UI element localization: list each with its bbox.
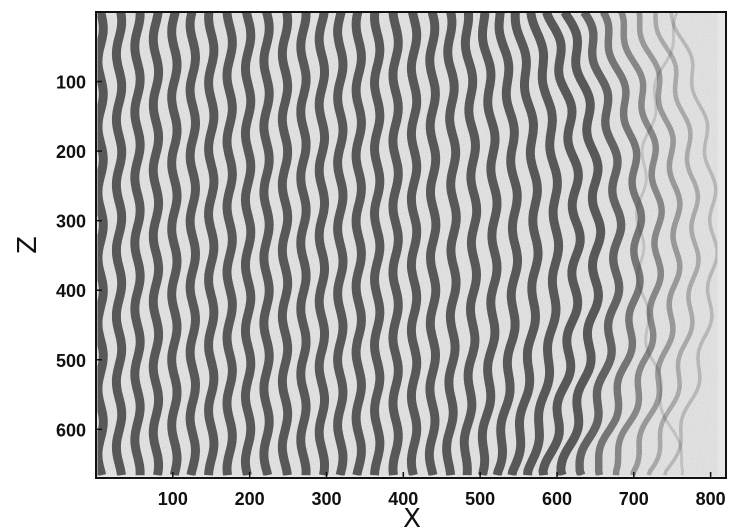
- fringe-band: [424, 12, 441, 477]
- fringe-band: [635, 12, 685, 476]
- fringe-band: [646, 12, 701, 476]
- fringe-band: [296, 12, 311, 476]
- fringe-band: [369, 12, 385, 476]
- fringe-band: [477, 12, 502, 476]
- y-tick-label: 100: [56, 73, 86, 93]
- y-tick-label: 300: [56, 212, 86, 232]
- fringe-band: [96, 12, 108, 477]
- x-tick-label: 300: [311, 489, 341, 509]
- fringe-band: [459, 12, 482, 476]
- fringe-band: [538, 12, 585, 476]
- fringe-band: [442, 12, 461, 476]
- x-tick-label: 400: [388, 489, 418, 509]
- y-tick-label: 500: [56, 351, 86, 371]
- y-tick-label: 200: [56, 142, 86, 162]
- fringe-band: [556, 12, 606, 477]
- x-tick-label: 600: [542, 489, 572, 509]
- fringe-band: [333, 12, 348, 477]
- fringe-band: [148, 12, 164, 476]
- fringe-band: [663, 12, 720, 476]
- x-axis-title: X: [403, 504, 421, 529]
- x-axis: 100 200 300 400 500 600 700 800: [158, 472, 726, 509]
- y-axis-title: Z: [13, 236, 43, 254]
- fringe-band: [351, 12, 366, 477]
- fringe-band: [406, 12, 422, 477]
- fringe-band: [185, 12, 201, 477]
- fringe-band: [314, 12, 330, 477]
- fringe-band: [523, 12, 564, 476]
- x-tick-label: 800: [696, 489, 726, 509]
- fringe-band: [507, 12, 543, 477]
- fringe-field: [96, 12, 720, 477]
- y-tick-label: 600: [56, 420, 86, 440]
- x-tick-label: 700: [619, 489, 649, 509]
- fringe-band: [167, 12, 182, 477]
- fringe-band: [492, 12, 522, 477]
- x-tick-label: 200: [235, 489, 265, 509]
- fringe-band: [204, 12, 219, 476]
- fringe-band: [388, 12, 403, 476]
- x-tick-label: 500: [465, 489, 495, 509]
- fringe-band: [222, 12, 237, 476]
- fringe-band: [277, 12, 293, 476]
- fringe-band: [594, 12, 646, 476]
- fringe-band: [612, 12, 665, 476]
- x-tick-label: 100: [158, 489, 188, 509]
- plot-area: [95, 11, 727, 479]
- fringe-band: [575, 12, 626, 477]
- fringe-band: [630, 12, 683, 476]
- fringe-band: [259, 12, 274, 477]
- fringe-band: [130, 12, 145, 476]
- fringe-band: [111, 12, 127, 476]
- y-axis: 100 200 300 400 500 600: [56, 73, 102, 440]
- y-tick-label: 400: [56, 281, 86, 301]
- plot-frame: [95, 11, 727, 479]
- fringe-band: [240, 12, 256, 477]
